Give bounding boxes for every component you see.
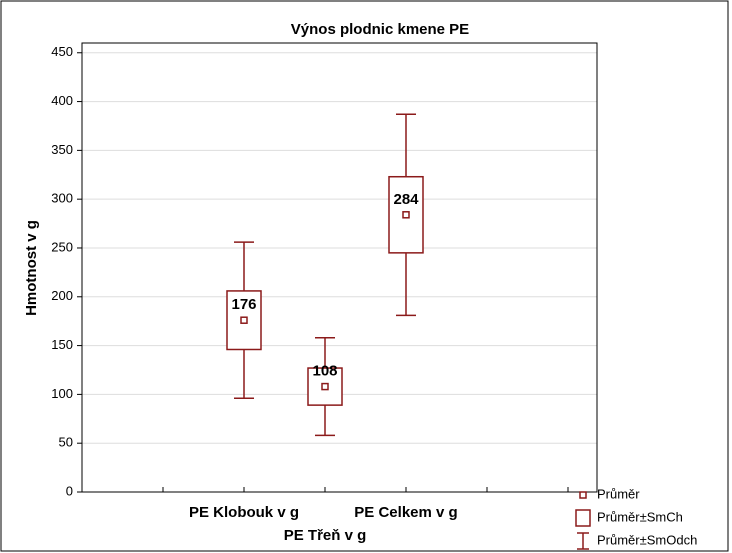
x-tick-label: PE Klobouk v g xyxy=(189,504,299,521)
y-tick-label: 300 xyxy=(51,191,73,206)
y-axis-title: Hmotnost v g xyxy=(23,220,40,316)
mean-marker xyxy=(321,382,329,391)
x-tick-label: PE Celkem v g xyxy=(354,504,457,521)
legend-se-icon xyxy=(575,509,591,527)
chart-title: Výnos plodnic kmene PE xyxy=(291,21,469,38)
mean-marker xyxy=(402,211,410,219)
data-label: 284 xyxy=(393,191,419,208)
y-tick-label: 50 xyxy=(59,435,73,450)
data-label: 176 xyxy=(231,296,256,313)
y-tick-label: 100 xyxy=(51,386,73,401)
mean-marker xyxy=(240,316,248,324)
plot-frame xyxy=(81,42,598,493)
legend-mean-icon xyxy=(579,491,587,499)
y-tick-label: 250 xyxy=(51,239,73,254)
x-tick-label: PE Třeň v g xyxy=(284,527,367,544)
y-tick-label: 450 xyxy=(51,44,73,59)
y-tick-label: 350 xyxy=(51,142,73,157)
legend-label: Průměr xyxy=(597,486,640,501)
y-tick-label: 400 xyxy=(51,93,73,108)
y-tick-label: 0 xyxy=(66,483,73,498)
data-label: 108 xyxy=(312,363,337,380)
legend-label: Průměr±SmOdch xyxy=(597,532,697,547)
y-tick-label: 200 xyxy=(51,288,73,303)
y-tick-label: 150 xyxy=(51,337,73,352)
legend-label: Průměr±SmCh xyxy=(597,509,683,524)
